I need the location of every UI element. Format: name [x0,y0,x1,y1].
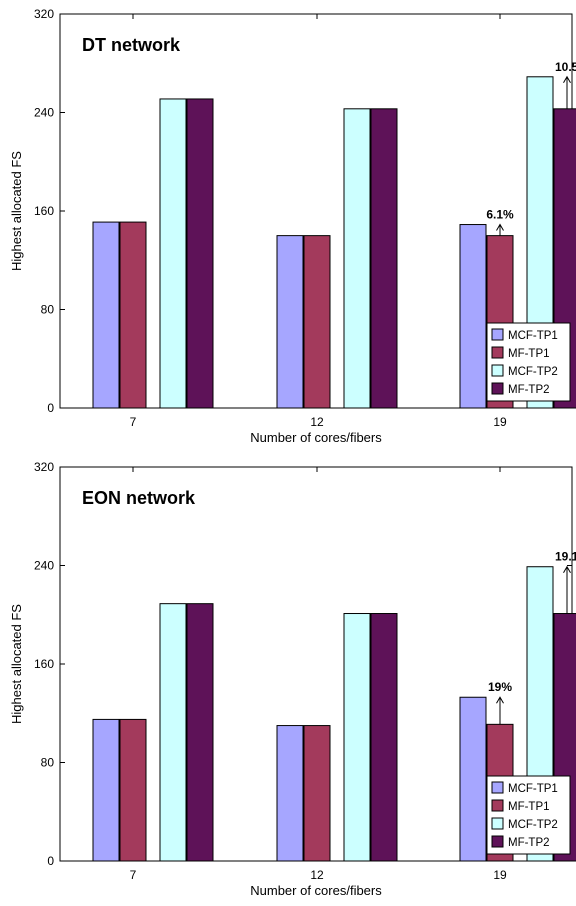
eon-bar-mf-tp2-7 [186,603,214,862]
dt-legend-label-mf-tp1: MF-TP1 [508,348,550,360]
eon-xtick-label: 19 [493,868,507,882]
eon-legend: MCF-TP1 MF-TP1 MCF-TP2 MF-TP2 [486,775,571,855]
eon-xtick-label: 7 [130,868,137,882]
eon-legend-label-mcf-tp1: MCF-TP1 [508,783,558,795]
dt-ytick-label: 160 [34,204,54,218]
eon-legend-swatch-mf-tp2 [491,835,504,848]
dt-bar-mf-tp1-7 [119,221,147,409]
eon-network-chart-svg: 0 80 160 240 320 7 12 19 19% 19.1% EON network Numb… [9,460,576,898]
eon-annotation-arrow-head [563,565,571,573]
dt-y-axis-label: Highest allocated FS [9,151,24,271]
eon-annotation-label: 19% [488,680,512,694]
dt-ytick-label: 80 [41,303,55,317]
dt-bar-mcf-tp1-12 [276,235,304,409]
dt-ytick-label: 240 [34,106,54,120]
eon-network-chart: 0 80 160 240 320 7 12 19 19% 19.1% EON network Numb… [0,453,576,906]
dt-legend-swatch-mf-tp2 [491,382,504,395]
dt-annotation-arrow-head [563,75,571,84]
eon-bar-mf-tp1-7 [119,718,147,862]
eon-xtick-label: 12 [310,868,324,882]
eon-ytick-label: 160 [34,657,54,671]
dt-network-chart: 0 80 160 240 320 7 12 19 6.1% 10.5% DT network Numb… [9,7,576,445]
dt-annotation-arrow-head [496,223,504,231]
dt-xtick-label: 7 [130,415,137,429]
eon-ytick-label: 80 [41,756,55,770]
eon-legend-label-mcf-tp2: MCF-TP2 [508,819,558,831]
dt-bar-mcf-tp2-12 [343,108,371,409]
dt-bar-mcf-tp1-7 [92,221,120,409]
eon-x-axis-label: Number of cores/fibers [250,883,382,898]
dt-bar-mf-tp2-7 [186,98,214,409]
eon-annotation-label: 19.1% [555,550,576,564]
dt-legend: MCF-TP1 MF-TP1 MCF-TP2 MF-TP2 [486,322,571,402]
eon-legend-swatch-mcf-tp2 [491,817,504,830]
dt-network-chart-svg: 0 80 160 240 320 7 12 19 6.1% 10.5% DT network Numb… [9,7,576,445]
eon-bar-mcf-tp2-7 [159,603,187,862]
eon-ytick-label: 0 [47,854,54,868]
eon-legend-swatch-mf-tp1 [491,799,504,812]
dt-xtick-label: 19 [493,415,507,429]
eon-bar-mcf-tp2-12 [343,613,371,862]
dt-legend-swatch-mcf-tp1 [491,328,504,341]
dt-chart-title: DT network [82,35,181,55]
dt-x-axis-label: Number of cores/fibers [250,430,382,445]
dt-annotation-label: 6.1% [486,208,514,222]
eon-ytick-label: 320 [34,460,54,474]
eon-bar-mf-tp1-12 [303,725,331,862]
dt-bar-mf-tp1-12 [303,235,331,409]
eon-ytick-label: 240 [34,559,54,573]
dt-legend-label-mf-tp2: MF-TP2 [508,384,550,396]
dt-bar-mcf-tp2-7 [159,98,187,409]
dt-legend-label-mcf-tp2: MCF-TP2 [508,366,558,378]
dt-ytick-label: 0 [47,401,54,415]
dt-legend-label-mcf-tp1: MCF-TP1 [508,330,558,342]
dt-bar-mf-tp2-12 [370,108,398,409]
dt-legend-swatch-mcf-tp2 [491,364,504,377]
eon-bar-mcf-tp1-19 [459,696,487,862]
dt-xtick-label: 12 [310,415,324,429]
eon-chart-title: EON network [82,488,196,508]
dt-legend-swatch-mf-tp1 [491,346,504,359]
eon-legend-label-mf-tp1: MF-TP1 [508,801,550,813]
eon-y-axis-label: Highest allocated FS [9,604,24,724]
eon-bar-mf-tp2-12 [370,613,398,862]
eon-bar-mcf-tp1-7 [92,718,120,862]
eon-legend-label-mf-tp2: MF-TP2 [508,837,550,849]
dt-ytick-label: 320 [34,7,54,21]
dt-annotation-label: 10.5% [555,60,576,74]
eon-legend-swatch-mcf-tp1 [491,781,504,794]
dt-bar-mcf-tp1-19 [459,224,487,409]
eon-bar-mcf-tp1-12 [276,725,304,862]
eon-annotation-arrow-head [496,696,504,704]
